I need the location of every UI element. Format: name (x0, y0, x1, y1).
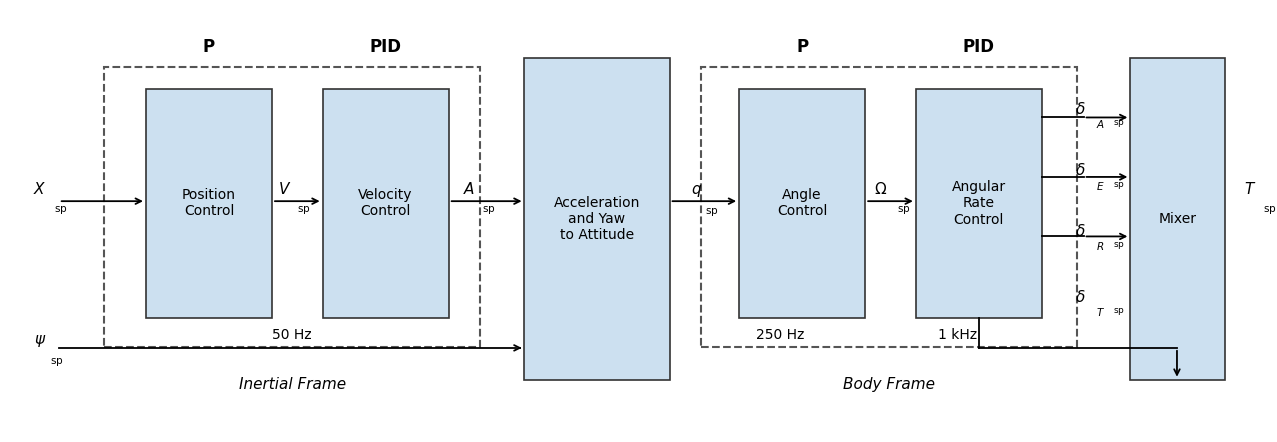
Text: P: P (203, 38, 215, 56)
Text: $\delta$: $\delta$ (1075, 101, 1085, 117)
Text: $\mathrm{sp}$: $\mathrm{sp}$ (298, 205, 310, 217)
Text: $\mathbf{\mathit{V}}$: $\mathbf{\mathit{V}}$ (278, 181, 291, 197)
Text: PID: PID (963, 38, 995, 56)
Text: $\mathrm{sp}$: $\mathrm{sp}$ (1112, 306, 1125, 317)
Text: Position
Control: Position Control (181, 188, 236, 218)
Text: P: P (796, 38, 808, 56)
Text: Mixer: Mixer (1158, 212, 1197, 226)
Text: $\mathbf{\mathit{q}}$: $\mathbf{\mathit{q}}$ (691, 183, 701, 199)
Bar (916, 89, 1042, 318)
Bar (525, 58, 669, 380)
Text: $\mathrm{sp}$: $\mathrm{sp}$ (1112, 118, 1125, 130)
Text: $\mathbf{\mathit{\Omega}}$: $\mathbf{\mathit{\Omega}}$ (873, 181, 888, 197)
Text: $\mathit{\psi}$: $\mathit{\psi}$ (33, 333, 46, 349)
Text: $\mathrm{sp}$: $\mathrm{sp}$ (1112, 240, 1125, 251)
Text: $\mathrm{sp}$: $\mathrm{sp}$ (1112, 180, 1125, 191)
Bar (323, 89, 448, 318)
Text: $\mathbf{\mathit{A}}$: $\mathbf{\mathit{A}}$ (462, 181, 475, 197)
Text: $\mathrm{sp}$: $\mathrm{sp}$ (50, 356, 64, 368)
Text: $\delta$: $\delta$ (1075, 289, 1085, 305)
Text: Angular
Rate
Control: Angular Rate Control (951, 180, 1006, 227)
Text: $\mathit{E}$: $\mathit{E}$ (1096, 180, 1105, 192)
Text: $\mathit{T}$: $\mathit{T}$ (1096, 306, 1105, 319)
Text: Inertial Frame: Inertial Frame (239, 377, 346, 392)
Text: $\mathrm{sp}$: $\mathrm{sp}$ (1263, 205, 1276, 217)
Text: 250 Hz: 250 Hz (756, 328, 805, 342)
Bar (701, 67, 1078, 347)
Text: $\mathbf{\mathit{T}}$: $\mathbf{\mathit{T}}$ (1244, 181, 1257, 197)
Text: $\mathbf{\mathit{X}}$: $\mathbf{\mathit{X}}$ (33, 181, 46, 197)
Bar (146, 89, 272, 318)
Bar (105, 67, 480, 347)
Text: $\mathrm{sp}$: $\mathrm{sp}$ (896, 205, 911, 217)
Text: Acceleration
and Yaw
to Attitude: Acceleration and Yaw to Attitude (554, 196, 640, 242)
Text: $\mathrm{sp}$: $\mathrm{sp}$ (481, 205, 495, 217)
Text: PID: PID (369, 38, 402, 56)
Bar (739, 89, 866, 318)
Text: 50 Hz: 50 Hz (272, 328, 312, 342)
Text: Angle
Control: Angle Control (776, 188, 827, 218)
Bar (1130, 58, 1225, 380)
Text: 1 kHz: 1 kHz (937, 328, 977, 342)
Text: $\mathit{R}$: $\mathit{R}$ (1096, 240, 1105, 252)
Text: $\mathrm{sp}$: $\mathrm{sp}$ (705, 206, 719, 218)
Text: Velocity
Control: Velocity Control (359, 188, 412, 218)
Text: $\mathrm{sp}$: $\mathrm{sp}$ (54, 205, 68, 217)
Text: $\delta$: $\delta$ (1075, 223, 1085, 239)
Text: $\delta$: $\delta$ (1075, 162, 1085, 178)
Text: Body Frame: Body Frame (843, 377, 935, 392)
Text: $\mathit{A}$: $\mathit{A}$ (1096, 118, 1105, 130)
